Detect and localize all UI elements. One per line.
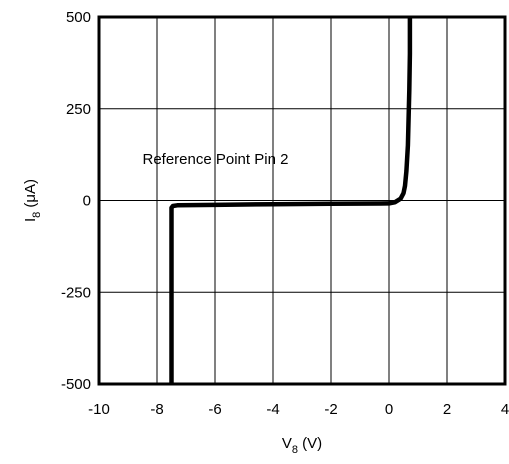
y-axis-label: I8 (μA) <box>22 179 43 222</box>
x-tick-label: 2 <box>443 401 451 418</box>
x-tick-label: 4 <box>501 401 509 418</box>
x-axis-label-sub: 8 <box>292 444 298 456</box>
x-tick-label: 0 <box>385 401 393 418</box>
x-tick-label: -2 <box>324 401 337 418</box>
y-tick-label: 500 <box>66 9 91 26</box>
x-tick-label: -6 <box>208 401 221 418</box>
y-tick-label: -500 <box>61 376 91 393</box>
data-series <box>169 17 413 384</box>
x-tick-label: -8 <box>150 401 163 418</box>
y-tick-label: -250 <box>61 284 91 301</box>
x-tick-labels: -10 -8 -6 -4 -2 0 2 4 <box>88 401 509 418</box>
plot-area-frame <box>97 15 507 386</box>
series-line <box>169 17 413 384</box>
y-axis-label-unit: (μA) <box>22 179 39 212</box>
x-axis-label: V8 (V) <box>282 435 322 456</box>
y-axis-label-sub: 8 <box>31 212 43 218</box>
x-axis-label-main: V <box>282 435 292 452</box>
x-tick-label: -4 <box>266 401 279 418</box>
x-tick-label: -10 <box>88 401 110 418</box>
y-tick-label: 250 <box>66 101 91 118</box>
x-axis-label-unit: (V) <box>298 435 322 452</box>
y-tick-labels: -500 -250 0 250 500 <box>61 9 91 393</box>
y-axis-label-main: I <box>22 218 39 222</box>
y-tick-label: 0 <box>83 193 91 210</box>
grid-lines <box>99 17 505 384</box>
annotation-reference-point: Reference Point Pin 2 <box>143 151 289 168</box>
